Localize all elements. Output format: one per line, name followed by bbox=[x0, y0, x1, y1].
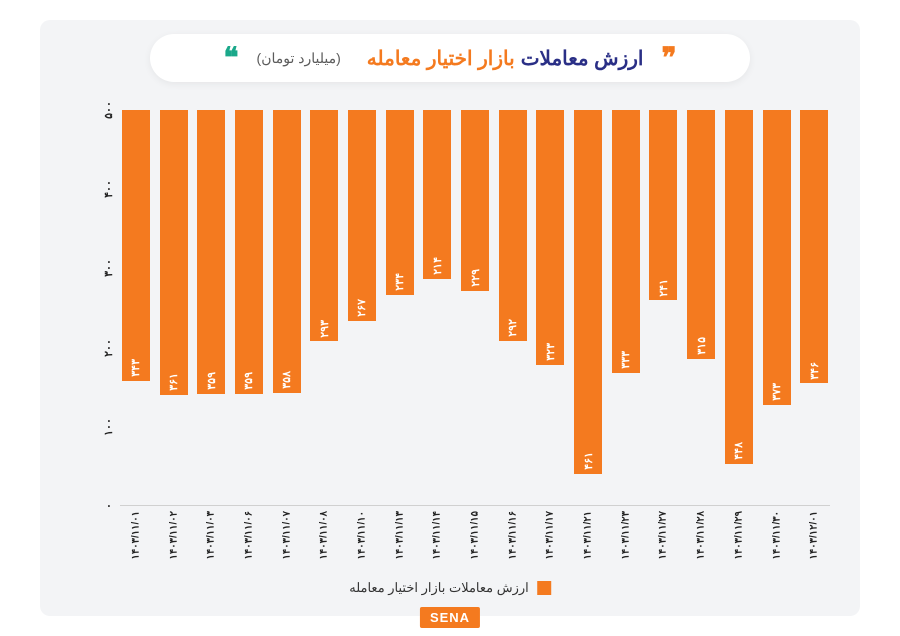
bar-column: ۳۷۳۱۴۰۳/۱۱/۳۰ bbox=[761, 110, 793, 505]
x-tick-label: ۱۴۰۳/۱۱/۲۹ bbox=[733, 511, 744, 560]
x-tick-label: ۱۴۰۳/۱۱/۲۷ bbox=[658, 511, 669, 560]
y-tick: ۴۰۰ bbox=[102, 180, 115, 198]
bar-column: ۳۲۳۱۴۰۳/۱۱/۱۷ bbox=[535, 110, 567, 505]
bar-value-label: ۳۱۵ bbox=[695, 333, 708, 359]
x-tick-label: ۱۴۰۳/۱۱/۱۶ bbox=[507, 511, 518, 560]
legend-label: ارزش معاملات بازار اختیار معامله bbox=[349, 580, 529, 596]
bar: ۲۳۴ bbox=[386, 110, 414, 295]
bar-column: ۴۶۱۱۴۰۳/۱۱/۲۱ bbox=[572, 110, 604, 505]
plot-area: ۰۱۰۰۲۰۰۳۰۰۴۰۰۵۰۰ ۳۴۳۱۴۰۳/۱۱/۰۱۳۶۱۱۴۰۳/۱۱… bbox=[120, 110, 830, 506]
title-part-blue: ارزش معاملات bbox=[521, 46, 644, 71]
title-part-orange: بازار اختیار معامله bbox=[367, 46, 515, 71]
bar: ۳۳۳ bbox=[612, 110, 640, 373]
x-tick-label: ۱۴۰۳/۱۱/۱۳ bbox=[394, 511, 405, 560]
x-tick-label: ۱۴۰۳/۱۱/۱۷ bbox=[545, 511, 556, 560]
title-bar: ❝ (میلیارد تومان) ارزش معاملات بازار اخت… bbox=[150, 34, 750, 82]
bar: ۳۴۳ bbox=[122, 110, 150, 381]
x-tick-label: ۱۴۰۳/۱۱/۲۸ bbox=[696, 511, 707, 560]
bar: ۲۴۱ bbox=[649, 110, 677, 300]
bar: ۳۶۱ bbox=[160, 110, 188, 395]
x-tick-label: ۱۴۰۳/۱۱/۰۱ bbox=[130, 511, 141, 560]
bar-value-label: ۲۳۴ bbox=[393, 269, 406, 295]
bar: ۳۵۹ bbox=[197, 110, 225, 394]
quote-mark-left-icon: ❝ bbox=[223, 44, 238, 72]
bar-value-label: ۳۴۳ bbox=[129, 355, 142, 381]
bar-value-label: ۲۴۱ bbox=[657, 275, 670, 301]
bar-column: ۳۵۹۱۴۰۳/۱۱/۰۳ bbox=[195, 110, 227, 505]
bar: ۳۷۳ bbox=[763, 110, 791, 405]
bars-container: ۳۴۳۱۴۰۳/۱۱/۰۱۳۶۱۱۴۰۳/۱۱/۰۲۳۵۹۱۴۰۳/۱۱/۰۳۳… bbox=[120, 110, 830, 506]
legend-swatch-icon bbox=[537, 581, 551, 595]
y-tick: ۰ bbox=[102, 503, 115, 509]
y-tick: ۲۰۰ bbox=[102, 339, 115, 357]
bar-column: ۲۶۷۱۴۰۳/۱۱/۱۰ bbox=[346, 110, 378, 505]
bar: ۳۵۸ bbox=[273, 110, 301, 393]
x-tick-label: ۱۴۰۳/۱۱/۳۰ bbox=[771, 511, 782, 560]
bar: ۲۶۷ bbox=[348, 110, 376, 321]
bar-value-label: ۳۲۳ bbox=[544, 339, 557, 365]
bar-value-label: ۲۹۳ bbox=[318, 316, 331, 342]
bar: ۲۱۴ bbox=[423, 110, 451, 279]
bar-value-label: ۳۵۸ bbox=[280, 367, 293, 393]
bar-column: ۲۲۹۱۴۰۳/۱۱/۱۵ bbox=[459, 110, 491, 505]
y-tick: ۳۰۰ bbox=[102, 260, 115, 278]
x-tick-label: ۱۴۰۳/۱۱/۰۲ bbox=[168, 511, 179, 560]
x-tick-label: ۱۴۰۳/۱۲/۰۱ bbox=[809, 511, 820, 560]
bar-value-label: ۲۶۷ bbox=[355, 295, 368, 321]
bar-column: ۲۴۱۱۴۰۳/۱۱/۲۷ bbox=[648, 110, 680, 505]
bar-value-label: ۲۹۲ bbox=[506, 315, 519, 341]
bar-value-label: ۳۴۶ bbox=[808, 358, 821, 384]
chart-unit: (میلیارد تومان) bbox=[257, 50, 341, 67]
bar-column: ۳۳۳۱۴۰۳/۱۱/۲۳ bbox=[610, 110, 642, 505]
legend: ارزش معاملات بازار اختیار معامله bbox=[349, 580, 551, 596]
bar-value-label: ۳۶۱ bbox=[167, 369, 180, 395]
x-tick-label: ۱۴۰۳/۱۱/۱۵ bbox=[470, 511, 481, 560]
bar: ۴۶۱ bbox=[574, 110, 602, 474]
y-axis: ۰۱۰۰۲۰۰۳۰۰۴۰۰۵۰۰ bbox=[70, 110, 115, 506]
x-tick-label: ۱۴۰۳/۱۱/۲۱ bbox=[583, 511, 594, 560]
y-tick: ۵۰۰ bbox=[102, 101, 115, 119]
bar-value-label: ۳۷۳ bbox=[770, 379, 783, 405]
bar-column: ۴۴۸۱۴۰۳/۱۱/۲۹ bbox=[723, 110, 755, 505]
x-tick-label: ۱۴۰۳/۱۱/۰۶ bbox=[243, 511, 254, 560]
bar: ۴۴۸ bbox=[725, 110, 753, 464]
bar-column: ۲۹۲۱۴۰۳/۱۱/۱۶ bbox=[497, 110, 529, 505]
bar: ۳۱۵ bbox=[687, 110, 715, 359]
bar: ۳۲۳ bbox=[536, 110, 564, 365]
chart-canvas: ❝ (میلیارد تومان) ارزش معاملات بازار اخت… bbox=[40, 20, 860, 616]
x-tick-label: ۱۴۰۳/۱۱/۰۷ bbox=[281, 511, 292, 560]
bar: ۲۲۹ bbox=[461, 110, 489, 291]
bar-column: ۳۱۵۱۴۰۳/۱۱/۲۸ bbox=[685, 110, 717, 505]
bar-column: ۳۴۶۱۴۰۳/۱۲/۰۱ bbox=[798, 110, 830, 505]
bar: ۳۴۶ bbox=[800, 110, 828, 383]
bar-value-label: ۴۶۱ bbox=[582, 448, 595, 474]
bar-value-label: ۳۵۹ bbox=[205, 368, 218, 394]
x-tick-label: ۱۴۰۳/۱۱/۱۴ bbox=[432, 511, 443, 560]
bar-value-label: ۳۵۹ bbox=[242, 368, 255, 394]
chart-title: ارزش معاملات بازار اختیار معامله bbox=[367, 46, 644, 71]
x-tick-label: ۱۴۰۳/۱۱/۰۸ bbox=[319, 511, 330, 560]
bar-value-label: ۳۳۳ bbox=[619, 347, 632, 373]
bar: ۲۹۲ bbox=[499, 110, 527, 341]
x-tick-label: ۱۴۰۳/۱۱/۲۳ bbox=[620, 511, 631, 560]
bar-column: ۲۳۴۱۴۰۳/۱۱/۱۳ bbox=[384, 110, 416, 505]
bar: ۳۵۹ bbox=[235, 110, 263, 394]
y-tick: ۱۰۰ bbox=[102, 418, 115, 436]
bar-column: ۲۱۴۱۴۰۳/۱۱/۱۴ bbox=[422, 110, 454, 505]
bar-column: ۳۵۹۱۴۰۳/۱۱/۰۶ bbox=[233, 110, 265, 505]
bar-value-label: ۲۲۹ bbox=[469, 265, 482, 291]
bar-column: ۳۶۱۱۴۰۳/۱۱/۰۲ bbox=[158, 110, 190, 505]
bar-column: ۳۵۸۱۴۰۳/۱۱/۰۷ bbox=[271, 110, 303, 505]
logo-badge: SENA bbox=[420, 607, 480, 628]
bar-column: ۲۹۳۱۴۰۳/۱۱/۰۸ bbox=[308, 110, 340, 505]
bar-value-label: ۲۱۴ bbox=[431, 253, 444, 279]
bar: ۲۹۳ bbox=[310, 110, 338, 341]
bar-column: ۳۴۳۱۴۰۳/۱۱/۰۱ bbox=[120, 110, 152, 505]
quote-mark-right-icon: ❞ bbox=[661, 44, 676, 72]
bar-value-label: ۴۴۸ bbox=[732, 438, 745, 464]
x-tick-label: ۱۴۰۳/۱۱/۱۰ bbox=[356, 511, 367, 560]
x-tick-label: ۱۴۰۳/۱۱/۰۳ bbox=[206, 511, 217, 560]
